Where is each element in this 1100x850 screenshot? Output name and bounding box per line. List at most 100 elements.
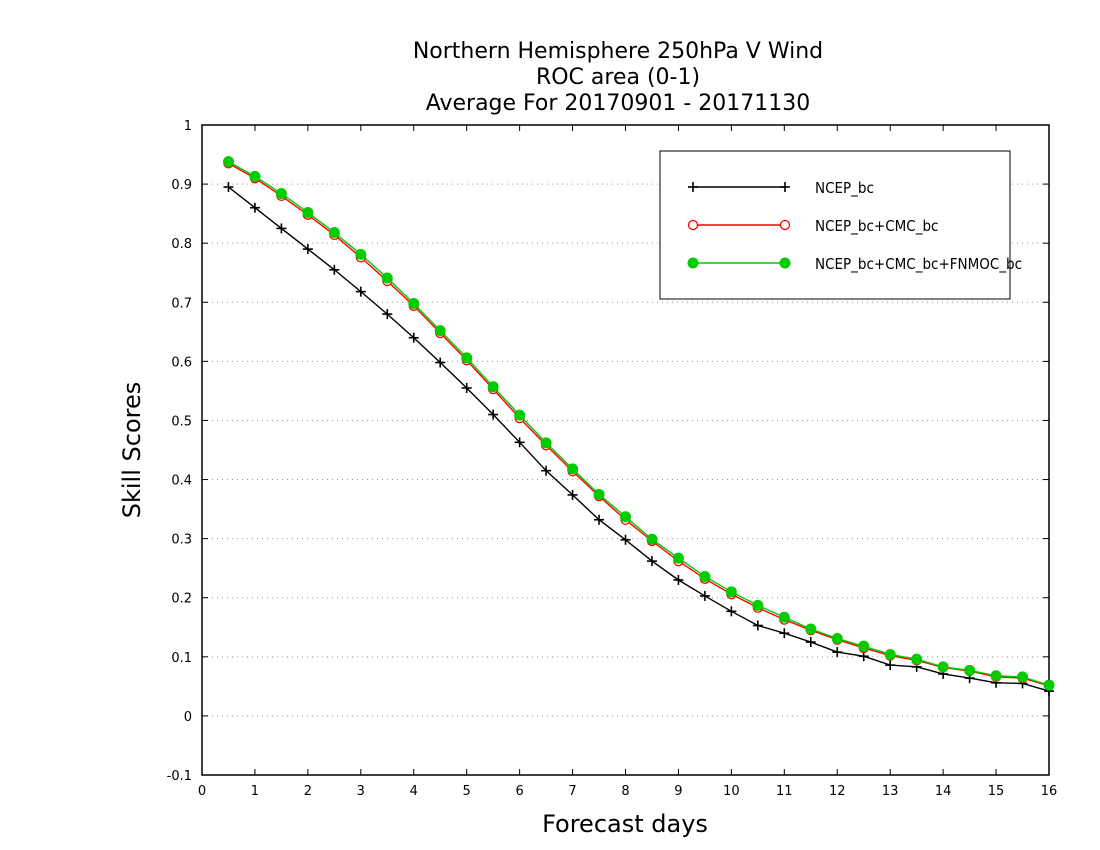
data-point xyxy=(567,463,579,475)
data-point xyxy=(858,640,870,652)
data-point xyxy=(672,552,684,564)
y-tick-label: 0.8 xyxy=(171,237,192,252)
y-tick-label: 0.5 xyxy=(171,414,192,429)
data-point xyxy=(487,381,499,393)
x-tick-label: 8 xyxy=(621,784,629,799)
data-point xyxy=(831,633,843,644)
y-axis-label: Skill Scores xyxy=(118,382,146,519)
data-point xyxy=(540,437,552,449)
data-point xyxy=(937,661,949,673)
x-tick-label: 15 xyxy=(988,784,1005,799)
x-tick-label: 12 xyxy=(829,784,846,799)
x-tick-label: 9 xyxy=(674,784,682,799)
data-point xyxy=(620,534,631,545)
legend: NCEP_bc NCEP_bc+CMC_bc NCEP_bc+CMC_bc+FNMO… xyxy=(659,150,1022,300)
data-point xyxy=(249,170,261,182)
data-point xyxy=(885,660,896,671)
data-point xyxy=(382,309,393,320)
data-point xyxy=(408,332,419,343)
series-layer xyxy=(222,156,1055,697)
x-tick-label: 1 xyxy=(251,784,259,799)
x-tick-label: 2 xyxy=(304,784,312,799)
legend-item: NCEP_bc+CMC_bc+FNMOC_bc xyxy=(687,255,1022,274)
x-tick-label: 16 xyxy=(1041,784,1058,799)
x-tick-label: 13 xyxy=(882,784,899,799)
data-point xyxy=(752,620,763,631)
data-point xyxy=(223,182,234,193)
x-tick-label: 7 xyxy=(568,784,576,799)
legend-label: NCEP_bc xyxy=(815,179,874,198)
legend-marker xyxy=(780,182,790,192)
data-point xyxy=(726,606,737,617)
x-tick-label: 14 xyxy=(935,784,952,799)
legend-item: NCEP_bc xyxy=(688,179,874,198)
data-point xyxy=(699,570,711,582)
y-tick-label: 0.4 xyxy=(171,474,192,489)
y-tick-label: 0.7 xyxy=(171,296,192,311)
x-axis-label: Forecast days xyxy=(542,810,708,838)
data-point xyxy=(805,623,817,635)
legend-marker xyxy=(779,219,791,231)
x-tick-label: 10 xyxy=(723,784,740,799)
data-point xyxy=(275,188,287,200)
legend-label: NCEP_bc+CMC_bc+FNMOC_bc xyxy=(815,255,1022,274)
legend-label: NCEP_bc+CMC_bc xyxy=(815,217,938,236)
data-point xyxy=(699,590,710,601)
y-tick-label: 0.3 xyxy=(171,533,192,548)
chart-title-line: Average For 20170901 - 20171130 xyxy=(426,91,811,116)
data-point xyxy=(355,286,366,297)
data-point xyxy=(222,156,234,168)
data-point xyxy=(725,586,737,598)
x-tick-label: 4 xyxy=(410,784,418,799)
chart-title-line: Northern Hemisphere 250hPa V Wind xyxy=(413,39,823,64)
x-tick-label: 3 xyxy=(357,784,365,799)
data-point xyxy=(302,244,313,255)
y-tick-label: 0.1 xyxy=(171,651,192,666)
y-tick-label: 0.6 xyxy=(171,355,192,370)
data-point xyxy=(567,489,578,500)
data-point xyxy=(541,465,552,476)
data-point xyxy=(276,223,287,234)
legend-marker xyxy=(687,257,699,269)
data-point xyxy=(514,437,525,448)
data-point xyxy=(832,647,843,658)
data-point xyxy=(673,575,684,585)
y-axis: -0.1 0 0.1 0.2 0.3 0.4 0.5 0.6 0.7 0.8 0.9 1 xyxy=(167,119,1049,784)
x-tick-label: 5 xyxy=(463,784,471,799)
x-axis: 0 1 2 3 4 5 6 7 8 9 10 11 12 13 14 15 16 xyxy=(198,125,1057,799)
series-0 xyxy=(223,182,1054,697)
y-tick-label: 0.9 xyxy=(171,178,192,193)
data-point xyxy=(1043,679,1055,691)
data-point xyxy=(249,202,260,213)
data-point xyxy=(593,488,605,500)
data-point xyxy=(911,653,923,665)
y-tick-label: 0.2 xyxy=(171,592,192,607)
data-point xyxy=(435,357,446,368)
data-point xyxy=(594,514,605,525)
data-point xyxy=(884,648,896,660)
legend-marker xyxy=(688,182,698,192)
x-tick-label: 0 xyxy=(198,784,206,799)
y-tick-label: 0 xyxy=(184,710,192,725)
data-point xyxy=(461,382,472,393)
data-point xyxy=(779,628,790,639)
data-point xyxy=(620,511,631,523)
data-point xyxy=(408,297,420,309)
data-point xyxy=(461,352,473,364)
chart-title-line: ROC area (0-1) xyxy=(536,65,700,90)
data-point xyxy=(434,325,446,337)
y-tick-label: -0.1 xyxy=(167,769,192,784)
data-point xyxy=(329,264,340,275)
data-point xyxy=(646,556,657,567)
legend-marker xyxy=(687,219,699,231)
data-point xyxy=(778,611,790,623)
x-tick-label: 6 xyxy=(515,784,523,799)
data-point xyxy=(381,272,393,284)
data-point xyxy=(752,599,764,611)
data-point xyxy=(646,533,658,545)
legend-item: NCEP_bc+CMC_bc xyxy=(687,217,938,236)
data-point xyxy=(302,206,314,218)
data-point xyxy=(328,227,340,239)
